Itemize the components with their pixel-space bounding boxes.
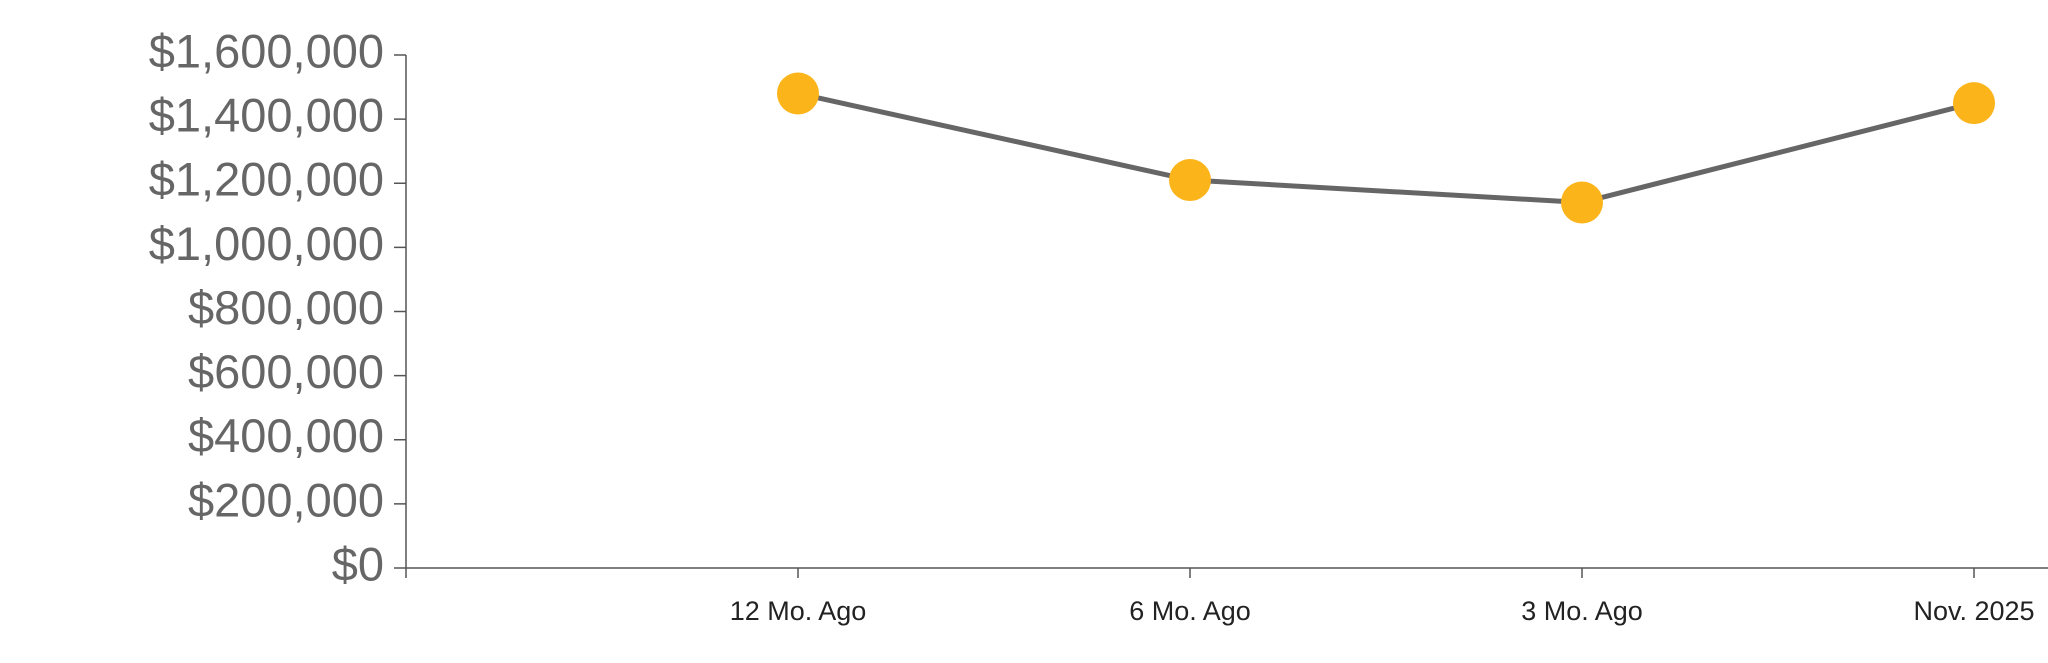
marker <box>1561 181 1603 224</box>
y-tick-label: $1,400,000 <box>149 89 384 142</box>
y-tick-label: $800,000 <box>188 281 384 334</box>
line <box>797 91 1975 206</box>
y-tick-label: $0 <box>332 537 384 590</box>
marker <box>1953 82 1995 125</box>
x-tick-label: 12 Mo. Ago <box>730 596 867 626</box>
y-tick-label: $600,000 <box>188 345 384 398</box>
y-tick-label: $1,200,000 <box>149 153 384 206</box>
x-tick-label: 6 Mo. Ago <box>1129 596 1251 626</box>
y-tick-label: $1,600,000 <box>149 24 384 77</box>
y-tick-label: $1,000,000 <box>149 217 384 270</box>
marker <box>777 72 819 115</box>
y-tick-label: $400,000 <box>188 409 384 462</box>
x-tick-label: 3 Mo. Ago <box>1521 596 1643 626</box>
y-tick-label: $200,000 <box>188 473 384 526</box>
marker <box>1169 159 1211 202</box>
x-tick-label: Nov. 2025 <box>1913 596 2034 626</box>
